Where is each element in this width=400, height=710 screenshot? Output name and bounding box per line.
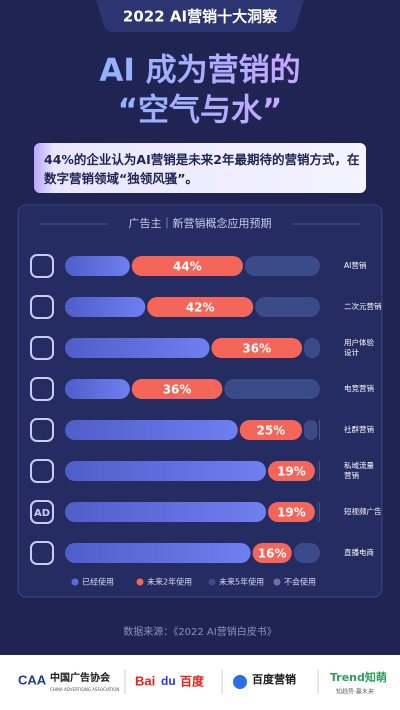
callout-text: 44%的企业认为AI营销是未来2年最期待的营销方式，在数字营销领域“独领风骚”。 xyxy=(44,152,360,186)
legend-label: 未来5年使用 xyxy=(219,577,264,587)
bar-segment xyxy=(65,379,130,399)
chart-title: 广告主｜新营销概念应用预期 xyxy=(129,216,272,230)
bar-segment xyxy=(65,461,267,481)
icon xyxy=(30,541,54,565)
bar-segment xyxy=(319,420,320,440)
bar-segment xyxy=(65,420,238,440)
value-label: 25% xyxy=(257,424,286,438)
bar-segment xyxy=(316,502,318,522)
value-label: 19% xyxy=(277,465,306,479)
bar-segment xyxy=(65,256,130,276)
icon xyxy=(30,254,54,278)
bar-segment xyxy=(255,297,320,317)
label-line: 设计 xyxy=(344,347,359,357)
header-tag: 2022 AI营销十大洞察 xyxy=(123,8,278,26)
icon xyxy=(30,418,54,442)
bar-segment xyxy=(304,338,320,358)
legend-swatch xyxy=(273,578,281,586)
category-label: 用户体验设计 xyxy=(344,337,374,357)
logo-text: Trend知萌 xyxy=(330,670,387,684)
category-label: 短视频广告 xyxy=(344,506,382,516)
bar-segment xyxy=(211,338,303,358)
category-label: 私域流量营销 xyxy=(344,460,374,480)
icon xyxy=(30,459,54,483)
headline: AI 成为营销的 xyxy=(99,53,300,89)
source: 数据来源：《2022 AI营销白皮书》 xyxy=(123,625,276,638)
bar-segment xyxy=(131,379,223,399)
bar-segment xyxy=(65,543,251,563)
footer xyxy=(0,655,400,710)
logo-text: 中国广告协会 xyxy=(50,671,110,684)
value-label: 16% xyxy=(258,547,287,561)
category-label: 二次元营销 xyxy=(344,301,382,311)
legend-label: 未来2年使用 xyxy=(147,577,192,587)
logo-mark: CAA xyxy=(18,672,47,687)
bar-segment xyxy=(316,461,318,481)
icon xyxy=(30,336,54,360)
logo-icon xyxy=(233,675,247,689)
bar-segment xyxy=(239,420,303,440)
logo-text: 知趋势·赢未来 xyxy=(336,688,374,696)
value-label: 36% xyxy=(242,342,271,356)
bar-segment xyxy=(319,461,320,481)
legend-swatch xyxy=(136,578,144,586)
bar-segment xyxy=(268,461,315,481)
category-label: AI营销 xyxy=(344,260,367,270)
bar-segment xyxy=(268,502,315,522)
category-label: 电竞营销 xyxy=(344,383,374,393)
bar-segment xyxy=(65,297,146,317)
bar-segment xyxy=(131,256,243,276)
icon xyxy=(30,500,54,524)
bar-segment xyxy=(319,502,320,522)
value-label: 42% xyxy=(186,301,215,315)
label-line: 私域流量 xyxy=(344,460,374,470)
label-line: 用户体验 xyxy=(344,337,374,347)
legend-swatch xyxy=(71,578,79,586)
value-label: 44% xyxy=(173,260,202,274)
icon xyxy=(30,295,54,319)
headline: “空气与水” xyxy=(118,93,283,129)
bar-segment xyxy=(244,256,320,276)
legend-label: 已经使用 xyxy=(82,577,114,587)
value-label: 36% xyxy=(163,383,192,397)
bar-segment xyxy=(293,543,320,563)
callout-box xyxy=(34,143,366,193)
label-line: 营销 xyxy=(344,470,359,480)
icon-text: AD xyxy=(34,508,50,519)
value-label: 19% xyxy=(277,506,306,520)
logo-text: Bai xyxy=(135,673,155,688)
category-label: 社群营销 xyxy=(344,424,374,434)
legend-swatch xyxy=(208,578,216,586)
bar-segment xyxy=(224,379,320,399)
category-label: 直播电商 xyxy=(344,547,374,557)
bar-segment xyxy=(252,543,292,563)
logo-text: 百度 xyxy=(180,674,205,689)
bar-segment xyxy=(65,338,210,358)
legend-label: 不会使用 xyxy=(284,577,316,587)
icon xyxy=(30,377,54,401)
logo-text: CHINA ADVERTISING ASSOCIATION xyxy=(50,687,119,692)
logo-text: 百度营销 xyxy=(252,672,296,686)
header-tab xyxy=(96,0,304,32)
logo-text: du xyxy=(161,674,176,688)
bar-segment xyxy=(65,502,267,522)
bar-segment xyxy=(304,420,318,440)
bar-segment xyxy=(147,297,254,317)
